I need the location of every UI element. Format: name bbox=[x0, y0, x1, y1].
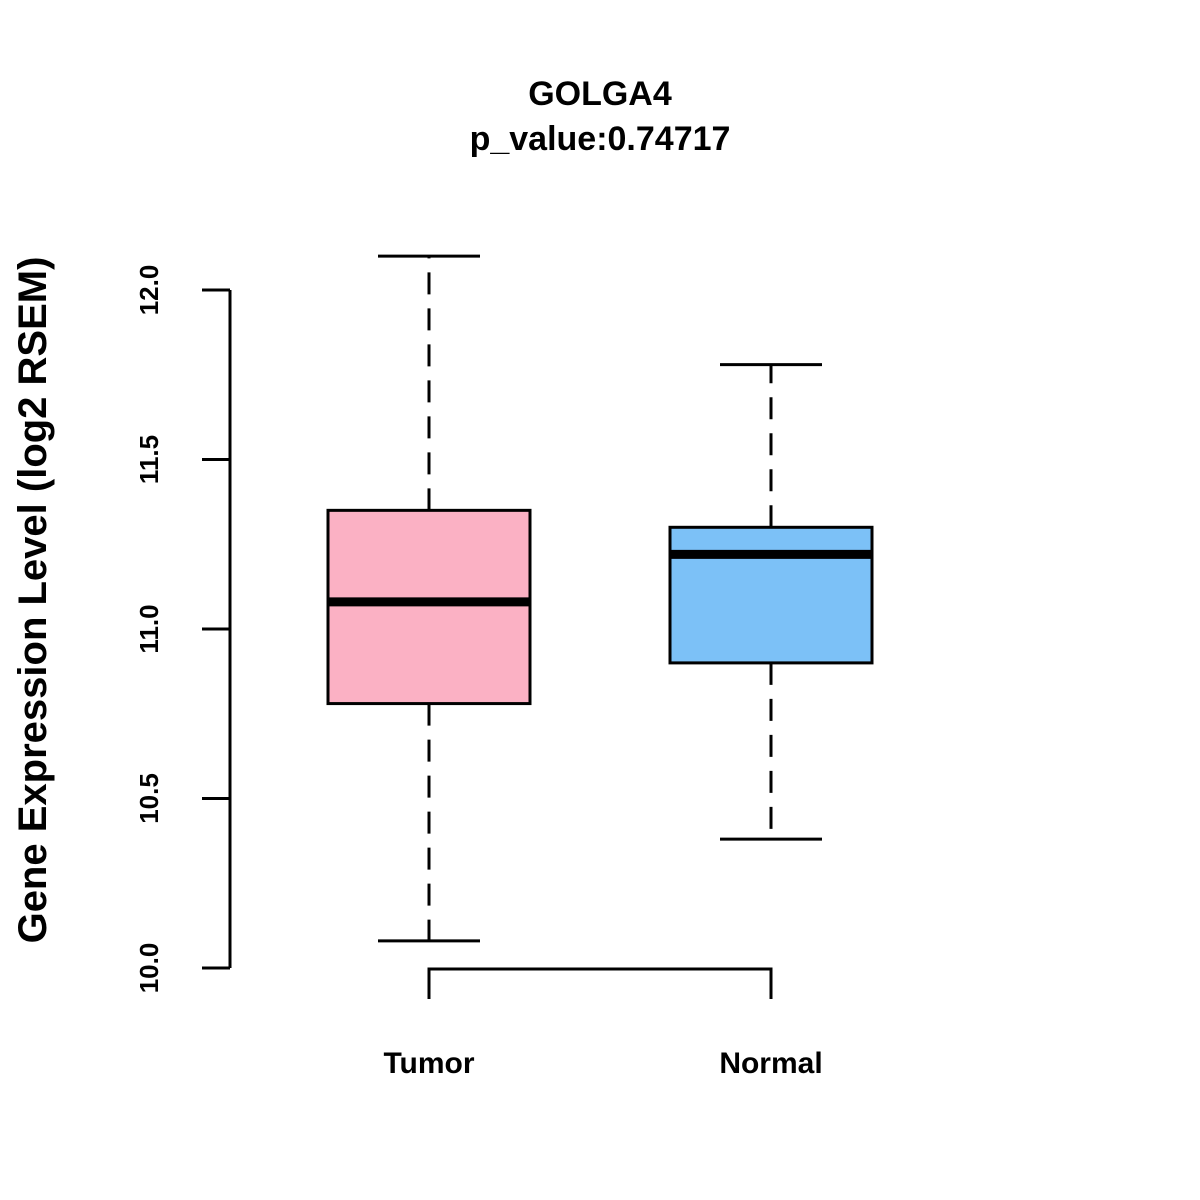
boxes bbox=[326, 254, 874, 943]
bracket-line bbox=[427, 967, 773, 999]
comparison-bracket bbox=[427, 967, 773, 999]
y-axis-label: Gene Expression Level (log2 RSEM) bbox=[11, 257, 55, 944]
y-axis: 10.0 10.5 11.0 11.5 12.0 bbox=[134, 265, 232, 994]
iqr-box bbox=[326, 508, 532, 706]
y-tick-label: 10.0 bbox=[134, 943, 164, 994]
box-normal bbox=[668, 363, 874, 841]
y-tick-label: 12.0 bbox=[134, 265, 164, 316]
y-tick-label: 10.5 bbox=[134, 773, 164, 824]
x-category-label: Tumor bbox=[383, 1047, 474, 1080]
chart-subtitle: p_value:0.74717 bbox=[470, 120, 731, 158]
chart-title: GOLGA4 bbox=[528, 75, 672, 113]
category-labels: Tumor Normal bbox=[383, 1047, 822, 1080]
y-tick-label: 11.5 bbox=[134, 435, 164, 484]
y-tick-label: 11.0 bbox=[134, 604, 164, 653]
box-tumor bbox=[326, 254, 532, 943]
x-category-label: Normal bbox=[719, 1047, 822, 1080]
iqr-box bbox=[668, 525, 874, 665]
